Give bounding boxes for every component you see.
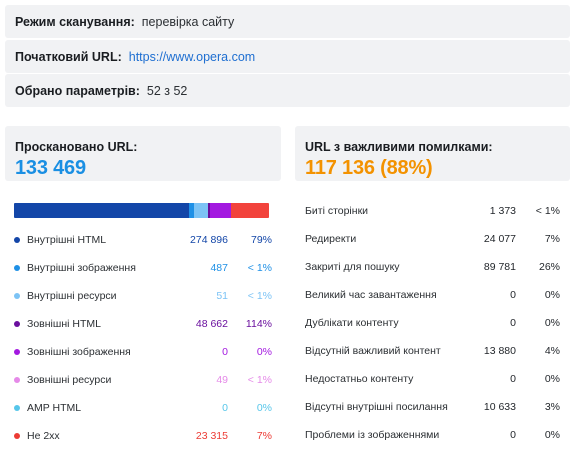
- row-percent: 79%: [250, 234, 272, 246]
- scan-mode-row: Режим сканування: перевірка сайту: [5, 5, 570, 38]
- scanned-url-row[interactable]: AMP HTML 0 0%: [14, 394, 272, 422]
- error-url-row[interactable]: Закриті для пошуку 89 781 26%: [305, 253, 560, 281]
- row-label: Закриті для пошуку: [305, 261, 400, 273]
- scanned-urls-panel: Проскановано URL: 133 469: [5, 126, 281, 181]
- scanned-urls-title: Проскановано URL:: [15, 140, 138, 154]
- scanned-url-row[interactable]: Не 2xx 23 315 7%: [14, 422, 272, 450]
- row-count[interactable]: 0: [222, 346, 228, 358]
- row-percent: 7%: [256, 430, 272, 442]
- row-count[interactable]: 487: [210, 262, 228, 274]
- error-urls-title: URL з важливими помилками:: [305, 140, 493, 154]
- row-label: Великий час завантаження: [305, 289, 437, 301]
- error-urls-panel: URL з важливими помилками: 117 136 (88%): [295, 126, 570, 181]
- row-label: Відсутній важливий контент: [305, 345, 441, 357]
- row-count[interactable]: 89 781: [483, 261, 516, 273]
- legend-dot: [14, 433, 20, 439]
- row-count[interactable]: 0: [510, 373, 516, 385]
- row-percent: 114%: [245, 318, 272, 330]
- scanned-url-row[interactable]: Внутрішні зображення 487 < 1%: [14, 254, 272, 282]
- row-percent: < 1%: [535, 205, 560, 217]
- bar-segment[interactable]: [230, 203, 269, 218]
- row-label: Не 2xx: [27, 430, 60, 442]
- bar-segment[interactable]: [193, 203, 208, 218]
- row-label: Відсутні внутрішні посилання: [305, 401, 448, 413]
- error-url-row[interactable]: Великий час завантаження 0 0%: [305, 281, 560, 309]
- row-count[interactable]: 23 315: [195, 430, 228, 442]
- row-label: Редиректи: [305, 233, 357, 245]
- row-count[interactable]: 49: [216, 374, 228, 386]
- scanned-url-row[interactable]: Внутрішні ресурси 51 < 1%: [14, 282, 272, 310]
- row-count[interactable]: 13 880: [483, 345, 516, 357]
- scanned-urls-total[interactable]: 133 469: [15, 157, 86, 179]
- row-label: Зовнішні зображення: [27, 346, 131, 358]
- row-count[interactable]: 48 662: [195, 318, 228, 330]
- row-label: Проблеми із зображеннями: [305, 429, 440, 441]
- legend-dot: [14, 349, 20, 355]
- url-distribution-bar: [14, 203, 269, 218]
- row-percent: 0%: [544, 429, 560, 441]
- legend-dot: [14, 293, 20, 299]
- scanned-url-row[interactable]: Зовнішні HTML 48 662 114%: [14, 310, 272, 338]
- scanned-url-row[interactable]: Зовнішні ресурси 49 < 1%: [14, 366, 272, 394]
- row-count[interactable]: 0: [510, 429, 516, 441]
- row-label: Зовнішні ресурси: [27, 374, 112, 386]
- error-url-row[interactable]: Биті сторінки 1 373 < 1%: [305, 197, 560, 225]
- row-percent: 4%: [544, 345, 560, 357]
- bar-segment[interactable]: [14, 203, 189, 218]
- row-percent: 0%: [544, 317, 560, 329]
- params-value: 52 з 52: [146, 83, 188, 98]
- row-percent: 0%: [256, 346, 272, 358]
- scanned-url-row[interactable]: Зовнішні зображення 0 0%: [14, 338, 272, 366]
- scan-mode-label: Режим сканування:: [15, 14, 135, 29]
- row-count[interactable]: 0: [222, 402, 228, 414]
- params-label: Обрано параметрів:: [15, 83, 140, 98]
- error-urls-total[interactable]: 117 136 (88%): [305, 157, 433, 179]
- start-url-link[interactable]: https://www.opera.com: [128, 49, 256, 64]
- row-percent: 3%: [544, 401, 560, 413]
- row-label: Биті сторінки: [305, 205, 369, 217]
- row-count[interactable]: 24 077: [483, 233, 516, 245]
- error-url-row[interactable]: Редиректи 24 077 7%: [305, 225, 560, 253]
- params-row: Обрано параметрів: 52 з 52: [5, 74, 570, 107]
- row-percent: 7%: [544, 233, 560, 245]
- row-label: AMP HTML: [27, 402, 82, 414]
- bar-segment[interactable]: [207, 203, 211, 218]
- error-url-row[interactable]: Проблеми із зображеннями 0 0%: [305, 421, 560, 449]
- error-url-row[interactable]: Відсутній важливий контент 13 880 4%: [305, 337, 560, 365]
- row-percent: 0%: [544, 289, 560, 301]
- row-count[interactable]: 0: [510, 317, 516, 329]
- legend-dot: [14, 377, 20, 383]
- error-url-row[interactable]: Дублікати контенту 0 0%: [305, 309, 560, 337]
- row-count[interactable]: 10 633: [483, 401, 516, 413]
- row-count[interactable]: 0: [510, 289, 516, 301]
- row-label: Внутрішні зображення: [27, 262, 136, 274]
- legend-dot: [14, 237, 20, 243]
- row-label: Недостатньо контенту: [305, 373, 414, 385]
- start-url-row: Початковий URL: https://www.opera.com: [5, 40, 570, 73]
- row-percent: 0%: [544, 373, 560, 385]
- bar-segment[interactable]: [188, 203, 194, 218]
- row-count[interactable]: 1 373: [489, 205, 516, 217]
- row-count[interactable]: 274 896: [190, 234, 228, 246]
- row-label: Внутрішні ресурси: [27, 290, 117, 302]
- bar-segment[interactable]: [210, 203, 231, 218]
- legend-dot: [14, 265, 20, 271]
- scanned-url-row[interactable]: Внутрішні HTML 274 896 79%: [14, 226, 272, 254]
- error-url-row[interactable]: Недостатньо контенту 0 0%: [305, 365, 560, 393]
- row-count[interactable]: 51: [216, 290, 228, 302]
- row-label: Зовнішні HTML: [27, 318, 101, 330]
- start-url-label: Початковий URL:: [15, 49, 122, 64]
- row-percent: < 1%: [247, 262, 272, 274]
- row-label: Внутрішні HTML: [27, 234, 107, 246]
- legend-dot: [14, 405, 20, 411]
- row-percent: < 1%: [247, 374, 272, 386]
- legend-dot: [14, 321, 20, 327]
- row-label: Дублікати контенту: [305, 317, 399, 329]
- row-percent: 26%: [538, 261, 560, 273]
- scan-mode-value: перевірка сайту: [141, 14, 235, 29]
- row-percent: < 1%: [247, 290, 272, 302]
- error-url-row[interactable]: Відсутні внутрішні посилання 10 633 3%: [305, 393, 560, 421]
- row-percent: 0%: [256, 402, 272, 414]
